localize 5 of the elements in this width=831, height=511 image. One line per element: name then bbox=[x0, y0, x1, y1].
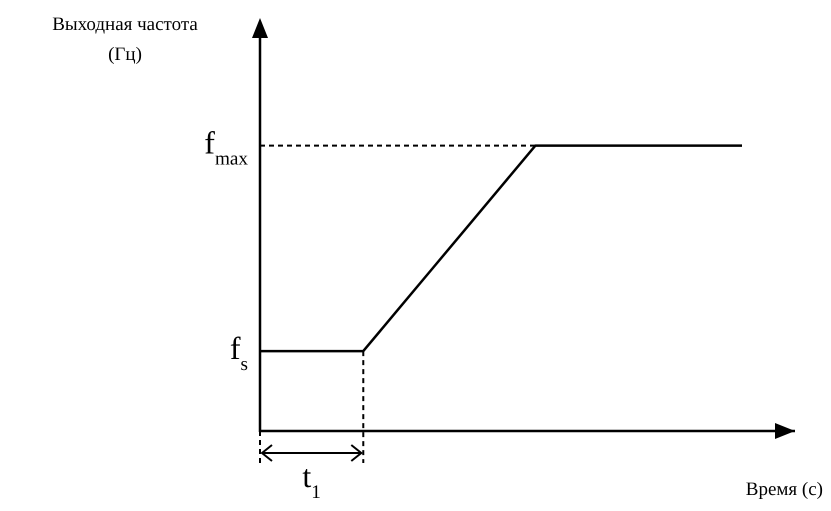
ref-line-label: f$_{max}$ bbox=[204, 124, 248, 170]
y-axis-title: Выходная частота (Гц) bbox=[52, 14, 198, 65]
text: t$_{1}$ bbox=[302, 458, 321, 502]
x-axis-title: Время (с) bbox=[746, 479, 823, 500]
annotation: f$_{s}$ bbox=[230, 330, 248, 375]
